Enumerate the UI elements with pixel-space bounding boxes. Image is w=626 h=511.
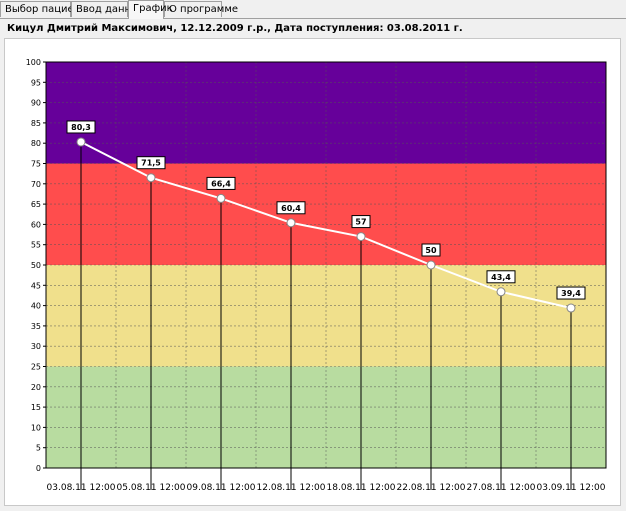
- data-label-3: 60,4: [281, 204, 301, 213]
- y-tick-label-10: 50: [31, 261, 41, 270]
- x-tick-label-3: 12.08.11 12:00: [257, 483, 326, 493]
- y-tick-label-8: 40: [31, 302, 41, 311]
- data-point-0: [76, 137, 86, 147]
- data-label-0: 80,3: [71, 123, 91, 132]
- data-label-box-3: [276, 201, 306, 215]
- x-tick-label-4: 18.08.11 12:00: [327, 483, 396, 493]
- tab-patient-select[interactable]: Выбор пациента: [0, 1, 92, 17]
- y-tick-label-19: 95: [31, 78, 41, 87]
- chart-panel: 0 5 10 15 20 25 30 35 40 45 50 55 60 65 70 75 80 85 90 95 10…: [4, 38, 621, 506]
- x-tick-label-1: 05.08.11 12:00: [117, 483, 186, 493]
- x-tick-label-6: 27.08.11 12:00: [467, 483, 536, 493]
- data-label-6: 43,4: [491, 273, 511, 282]
- y-tick-label-9: 45: [31, 281, 41, 290]
- band-0: [46, 62, 606, 164]
- tab-about[interactable]: О программе: [164, 1, 238, 17]
- data-point-2: [216, 193, 226, 203]
- y-tick-label-14: 70: [31, 180, 41, 189]
- band-3: [46, 366, 606, 468]
- x-tick-label-5: 22.08.11 12:00: [397, 483, 466, 493]
- y-tick-label-0: 0: [36, 464, 41, 473]
- y-tick-label-5: 25: [31, 363, 41, 372]
- y-tick-label-18: 90: [31, 99, 41, 108]
- data-label-box-1: [136, 156, 166, 170]
- x-tick-label-7: 03.09.11 12:00: [537, 483, 606, 493]
- data-label-box-0: [66, 120, 96, 134]
- series-line: [80, 141, 572, 310]
- data-point-4: [356, 232, 366, 242]
- tab-bar: Выбор пациента Ввод данных График О прог…: [0, 0, 626, 19]
- data-point-6: [496, 287, 506, 297]
- data-label-2: 66,4: [211, 179, 231, 188]
- patient-info: Кицул Дмитрий Максимович, 12.12.2009 г.р…: [7, 23, 463, 34]
- y-tick-label-13: 65: [31, 200, 41, 209]
- data-label-5: 50: [425, 246, 437, 255]
- y-tick-label-7: 35: [31, 322, 41, 331]
- data-label-1: 71,5: [141, 159, 161, 168]
- data-label-box-4: [351, 215, 371, 229]
- line-chart: 0 5 10 15 20 25 30 35 40 45 50 55 60 65 70 75 80 85 90 95 10…: [26, 58, 607, 493]
- y-tick-label-11: 55: [31, 241, 41, 250]
- data-point-1: [146, 173, 156, 183]
- y-tick-label-2: 10: [31, 423, 41, 432]
- data-label-4: 57: [355, 218, 366, 227]
- data-point-3: [286, 218, 296, 228]
- y-tick-label-15: 75: [31, 160, 41, 169]
- y-tick-label-1: 5: [36, 444, 41, 453]
- y-tick-label-4: 20: [31, 383, 41, 392]
- y-tick-label-20: 100: [26, 58, 41, 67]
- y-tick-label-6: 30: [31, 342, 41, 351]
- data-point-7: [566, 303, 576, 313]
- tab-chart[interactable]: График: [128, 0, 173, 19]
- y-tick-label-12: 60: [31, 220, 41, 229]
- tab-data-entry[interactable]: Ввод данных: [71, 1, 145, 17]
- data-label-box-2: [206, 176, 236, 190]
- y-tick-label-17: 85: [31, 119, 41, 128]
- data-label-box-5: [421, 243, 441, 257]
- x-tick-label-0: 03.08.11 12:00: [47, 483, 116, 493]
- data-point-5: [426, 260, 436, 270]
- data-label-box-6: [486, 270, 516, 284]
- y-tick-label-16: 80: [31, 139, 41, 148]
- y-tick-label-3: 15: [31, 403, 41, 412]
- data-label-box-7: [556, 286, 586, 300]
- data-label-7: 39,4: [561, 289, 581, 298]
- x-tick-label-2: 09.08.11 12:00: [187, 483, 256, 493]
